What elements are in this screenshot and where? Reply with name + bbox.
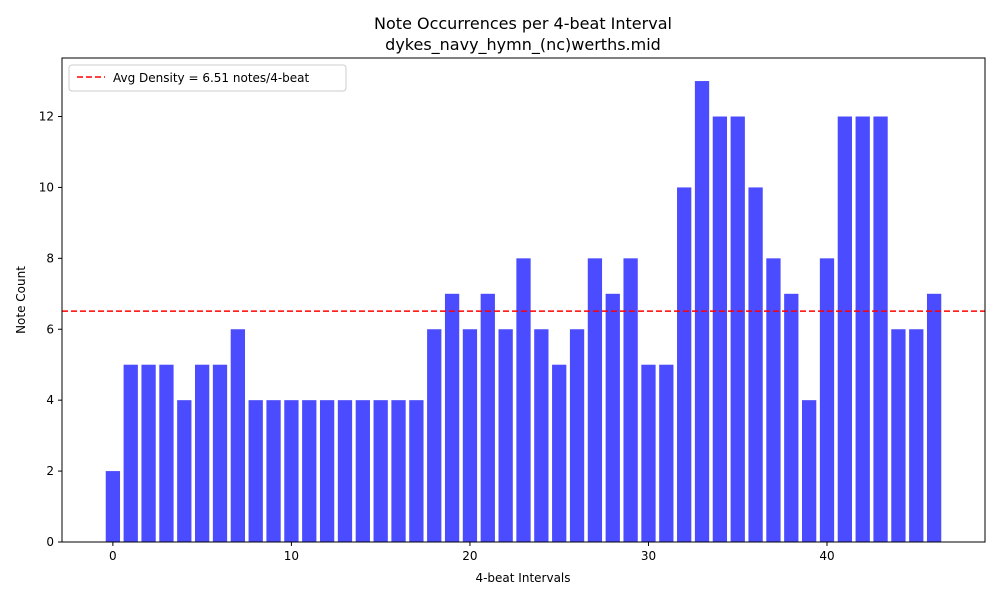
- bar: [123, 364, 138, 542]
- x-axis-ticks: 0 10 20 30 40: [109, 542, 835, 563]
- bar: [802, 400, 817, 542]
- y-tick-label: 8: [46, 251, 54, 265]
- bar: [766, 258, 781, 542]
- bar: [195, 364, 210, 542]
- x-tick-label: 40: [819, 549, 834, 563]
- y-tick-label: 6: [46, 322, 54, 336]
- bar: [677, 187, 692, 542]
- bar: [248, 400, 263, 542]
- bars-group: [105, 81, 942, 543]
- bar: [659, 364, 674, 542]
- bar: [516, 258, 531, 542]
- bar: [819, 258, 835, 542]
- legend: Avg Density = 6.51 notes/4-beat: [68, 64, 347, 92]
- bar: [480, 293, 495, 542]
- bar: [623, 258, 638, 542]
- y-tick-label: 12: [39, 110, 54, 124]
- legend-box: [68, 64, 347, 92]
- bar: [641, 364, 656, 542]
- legend-label: Avg Density = 6.51 notes/4-beat: [113, 71, 310, 85]
- bar: [730, 116, 745, 542]
- bar: [427, 329, 442, 542]
- bar: [373, 400, 388, 542]
- bar: [498, 329, 513, 542]
- bar: [569, 329, 585, 542]
- bar: [302, 400, 317, 542]
- y-tick-label: 0: [46, 535, 54, 549]
- bar: [230, 329, 245, 542]
- bar: [855, 116, 870, 542]
- y-tick-label: 2: [46, 464, 54, 478]
- bar: [141, 364, 156, 542]
- bar: [284, 400, 299, 542]
- bar: [159, 364, 174, 542]
- x-tick-label: 0: [109, 549, 117, 563]
- x-tick-label: 10: [284, 549, 299, 563]
- bar: [177, 400, 192, 542]
- bar: [909, 329, 924, 542]
- bar: [462, 329, 478, 542]
- bar: [534, 329, 549, 542]
- bar: [391, 400, 406, 542]
- bar: [712, 116, 728, 542]
- bar: [444, 293, 460, 542]
- chart-title: Note Occurrences per 4-beat Interval: [374, 14, 672, 33]
- bar: [409, 400, 424, 542]
- bar: [784, 293, 799, 542]
- y-tick-label: 4: [46, 393, 54, 407]
- bar: [552, 364, 567, 542]
- y-axis-ticks: 0 2 4 6 8 10 12: [39, 110, 62, 549]
- x-tick-label: 20: [462, 549, 477, 563]
- bar: [355, 400, 370, 542]
- bar: [873, 116, 888, 542]
- bar: [266, 400, 281, 542]
- bar: [337, 400, 353, 542]
- x-tick-label: 30: [641, 549, 656, 563]
- bar: [587, 258, 603, 542]
- bar: [212, 364, 228, 542]
- bar: [926, 293, 942, 542]
- y-tick-label: 10: [39, 180, 54, 194]
- bar: [837, 116, 852, 542]
- bar: [891, 329, 906, 542]
- y-axis-label: Note Count: [14, 266, 28, 334]
- bar: [105, 471, 121, 542]
- bar: [748, 187, 763, 542]
- x-axis-label: 4-beat Intervals: [475, 571, 570, 585]
- bar: [605, 293, 620, 542]
- chart-subtitle: dykes_navy_hymn_(nc)werths.mid: [385, 35, 661, 55]
- bar: [319, 400, 335, 542]
- plot-frame: [61, 57, 986, 543]
